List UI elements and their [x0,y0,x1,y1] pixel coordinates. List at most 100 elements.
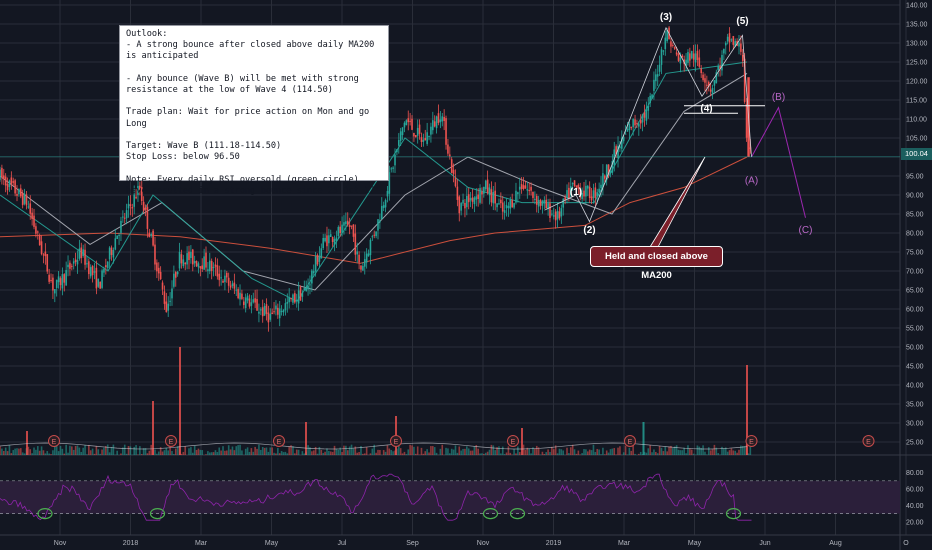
volume-bar [309,447,311,455]
candle-body [52,277,54,291]
candle-body [63,274,66,283]
candle-body [341,224,343,233]
volume-bar [140,454,143,455]
candle-body [469,198,472,201]
volume-bar [545,452,548,455]
volume-bar [454,445,457,455]
candle-body [622,137,625,142]
candle-body [14,180,16,194]
candle-body [660,49,663,65]
candle-body [74,259,77,263]
candle-body [571,182,574,185]
volume-bar [105,446,107,455]
volume-bar [690,449,693,455]
candle-body [316,254,319,265]
volume-bar [271,447,273,455]
volume-bar [19,448,22,455]
candle-body [552,215,555,217]
volume-bar [193,445,196,455]
candle-body [348,225,351,228]
price-tick-label: 120.00 [906,79,928,86]
price-tick-label: 125.00 [906,60,928,67]
candle-body [672,44,674,46]
candle-body [568,187,570,198]
volume-bar [673,446,676,455]
outlook-note[interactable]: Outlook: - A strong bounce after closed … [119,25,389,196]
volume-bar [280,451,283,455]
volume-bar [297,449,300,455]
candle-body [432,120,434,131]
ma200-callout[interactable]: Held and closed above MA200 [590,246,723,281]
candle-body [396,149,398,153]
volume-bar [307,445,309,455]
candle-body [564,197,566,201]
candle-body [199,266,202,269]
candle-body [636,123,638,125]
candle-body [490,189,493,203]
candle-body [163,291,166,304]
candle-body [278,308,281,319]
candle-body [263,305,266,316]
candle-body [690,51,693,59]
volume-bar [515,453,517,455]
volume-bar [375,452,377,455]
volume-bar [278,453,281,455]
volume-bar [63,453,66,455]
volume-bar [122,447,124,455]
volume-bar [8,445,11,455]
volume-bar [534,448,536,455]
candle-body [741,54,744,61]
volume-spike [152,401,154,455]
price-tick-label: 140.00 [906,3,928,10]
candle-body [127,203,130,209]
volume-bar [405,454,408,455]
volume-bar [604,454,606,455]
candle-body [201,265,204,269]
candle-body [144,207,147,210]
candle-body [186,253,188,265]
candle-body [569,186,572,195]
candle-body [101,270,103,288]
time-tick-label: Nov [477,540,490,547]
candle-body [280,310,283,312]
candle-body [331,236,334,242]
rsi-oversold-circle [37,507,53,520]
candle-body [445,118,447,145]
candle-body [248,298,251,307]
candle-body [173,273,175,287]
price-tick-label: 65.00 [906,288,924,295]
earnings-marker [862,435,875,447]
volume-bar [424,451,427,455]
time-tick-label: Mar [195,540,208,547]
candle-body [35,226,37,234]
volume-bar [467,448,470,455]
volume-bar [284,451,287,455]
time-axis[interactable]: Nov 2018 Mar May Jul Sep Nov 2019 Mar May Jun Aug O [54,540,910,547]
candle-body [575,185,578,188]
volume-bar [458,446,461,455]
volume-bar [282,452,285,455]
volume-bar [598,449,600,455]
candle-body [362,265,364,271]
candle-body [621,137,623,149]
volume-bar [345,445,347,455]
price-tick-label: 105.00 [906,136,928,143]
candle-body [290,298,292,300]
candle-body [243,301,245,305]
volume-bar [656,453,659,455]
wave-drawings[interactable]: (1) (2) (3) (4) (5) (A) (B) (C) [544,12,813,248]
volume-bar [277,447,279,455]
volume-bar [258,444,260,455]
volume-bar [14,448,16,455]
candle-body [375,231,377,237]
candle-body [632,119,634,128]
volume-bar [260,449,262,455]
volume-bar [505,452,508,455]
candle-body [619,146,621,149]
candle-body [1,167,3,178]
candle-body [152,230,154,246]
candle-body [82,249,84,256]
volume-bar [556,453,559,455]
time-tick-label: Aug [829,540,842,547]
